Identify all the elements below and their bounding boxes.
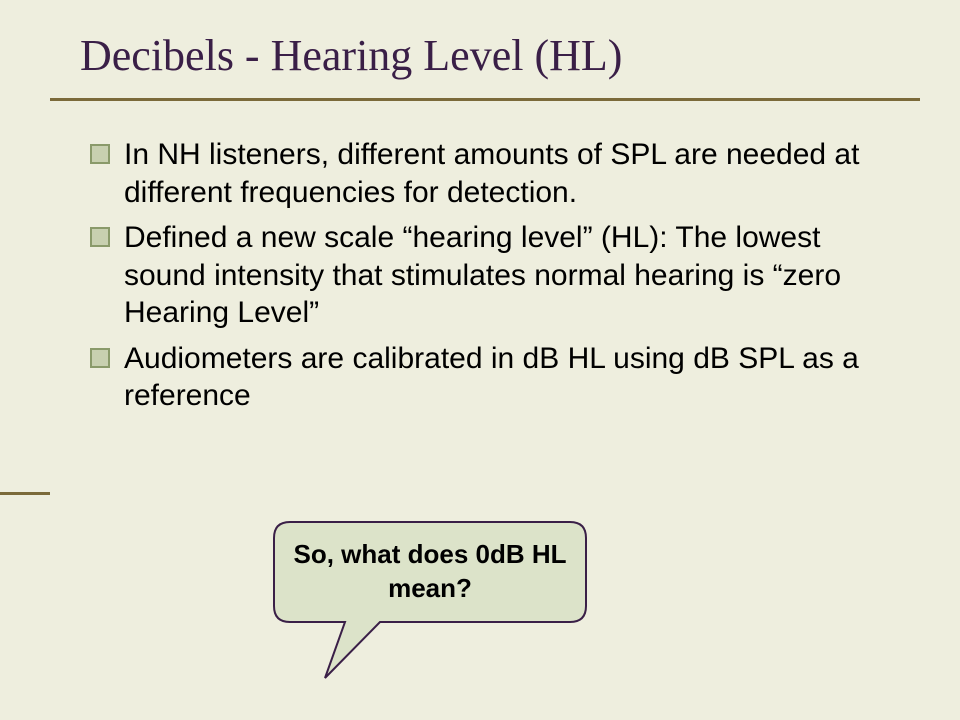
bullet-item: In NH listeners, different amounts of SP… (90, 136, 890, 211)
left-margin-tick (0, 492, 50, 495)
bullet-marker (90, 144, 110, 164)
bullet-list: In NH listeners, different amounts of SP… (90, 136, 890, 415)
title-rule (50, 98, 920, 101)
bullet-text: Defined a new scale “hearing level” (HL)… (124, 219, 890, 332)
bullet-text: In NH listeners, different amounts of SP… (124, 136, 890, 211)
bullet-item: Audiometers are calibrated in dB HL usin… (90, 340, 890, 415)
speech-callout: So, what does 0dB HL mean? (270, 518, 590, 688)
slide: Decibels - Hearing Level (HL) In NH list… (0, 0, 960, 720)
bullet-item: Defined a new scale “hearing level” (HL)… (90, 219, 890, 332)
bullet-marker (90, 348, 110, 368)
slide-title: Decibels - Hearing Level (HL) (80, 30, 900, 81)
callout-text: So, what does 0dB HL mean? (290, 538, 570, 606)
bullet-marker (90, 227, 110, 247)
bullet-text: Audiometers are calibrated in dB HL usin… (124, 340, 890, 415)
